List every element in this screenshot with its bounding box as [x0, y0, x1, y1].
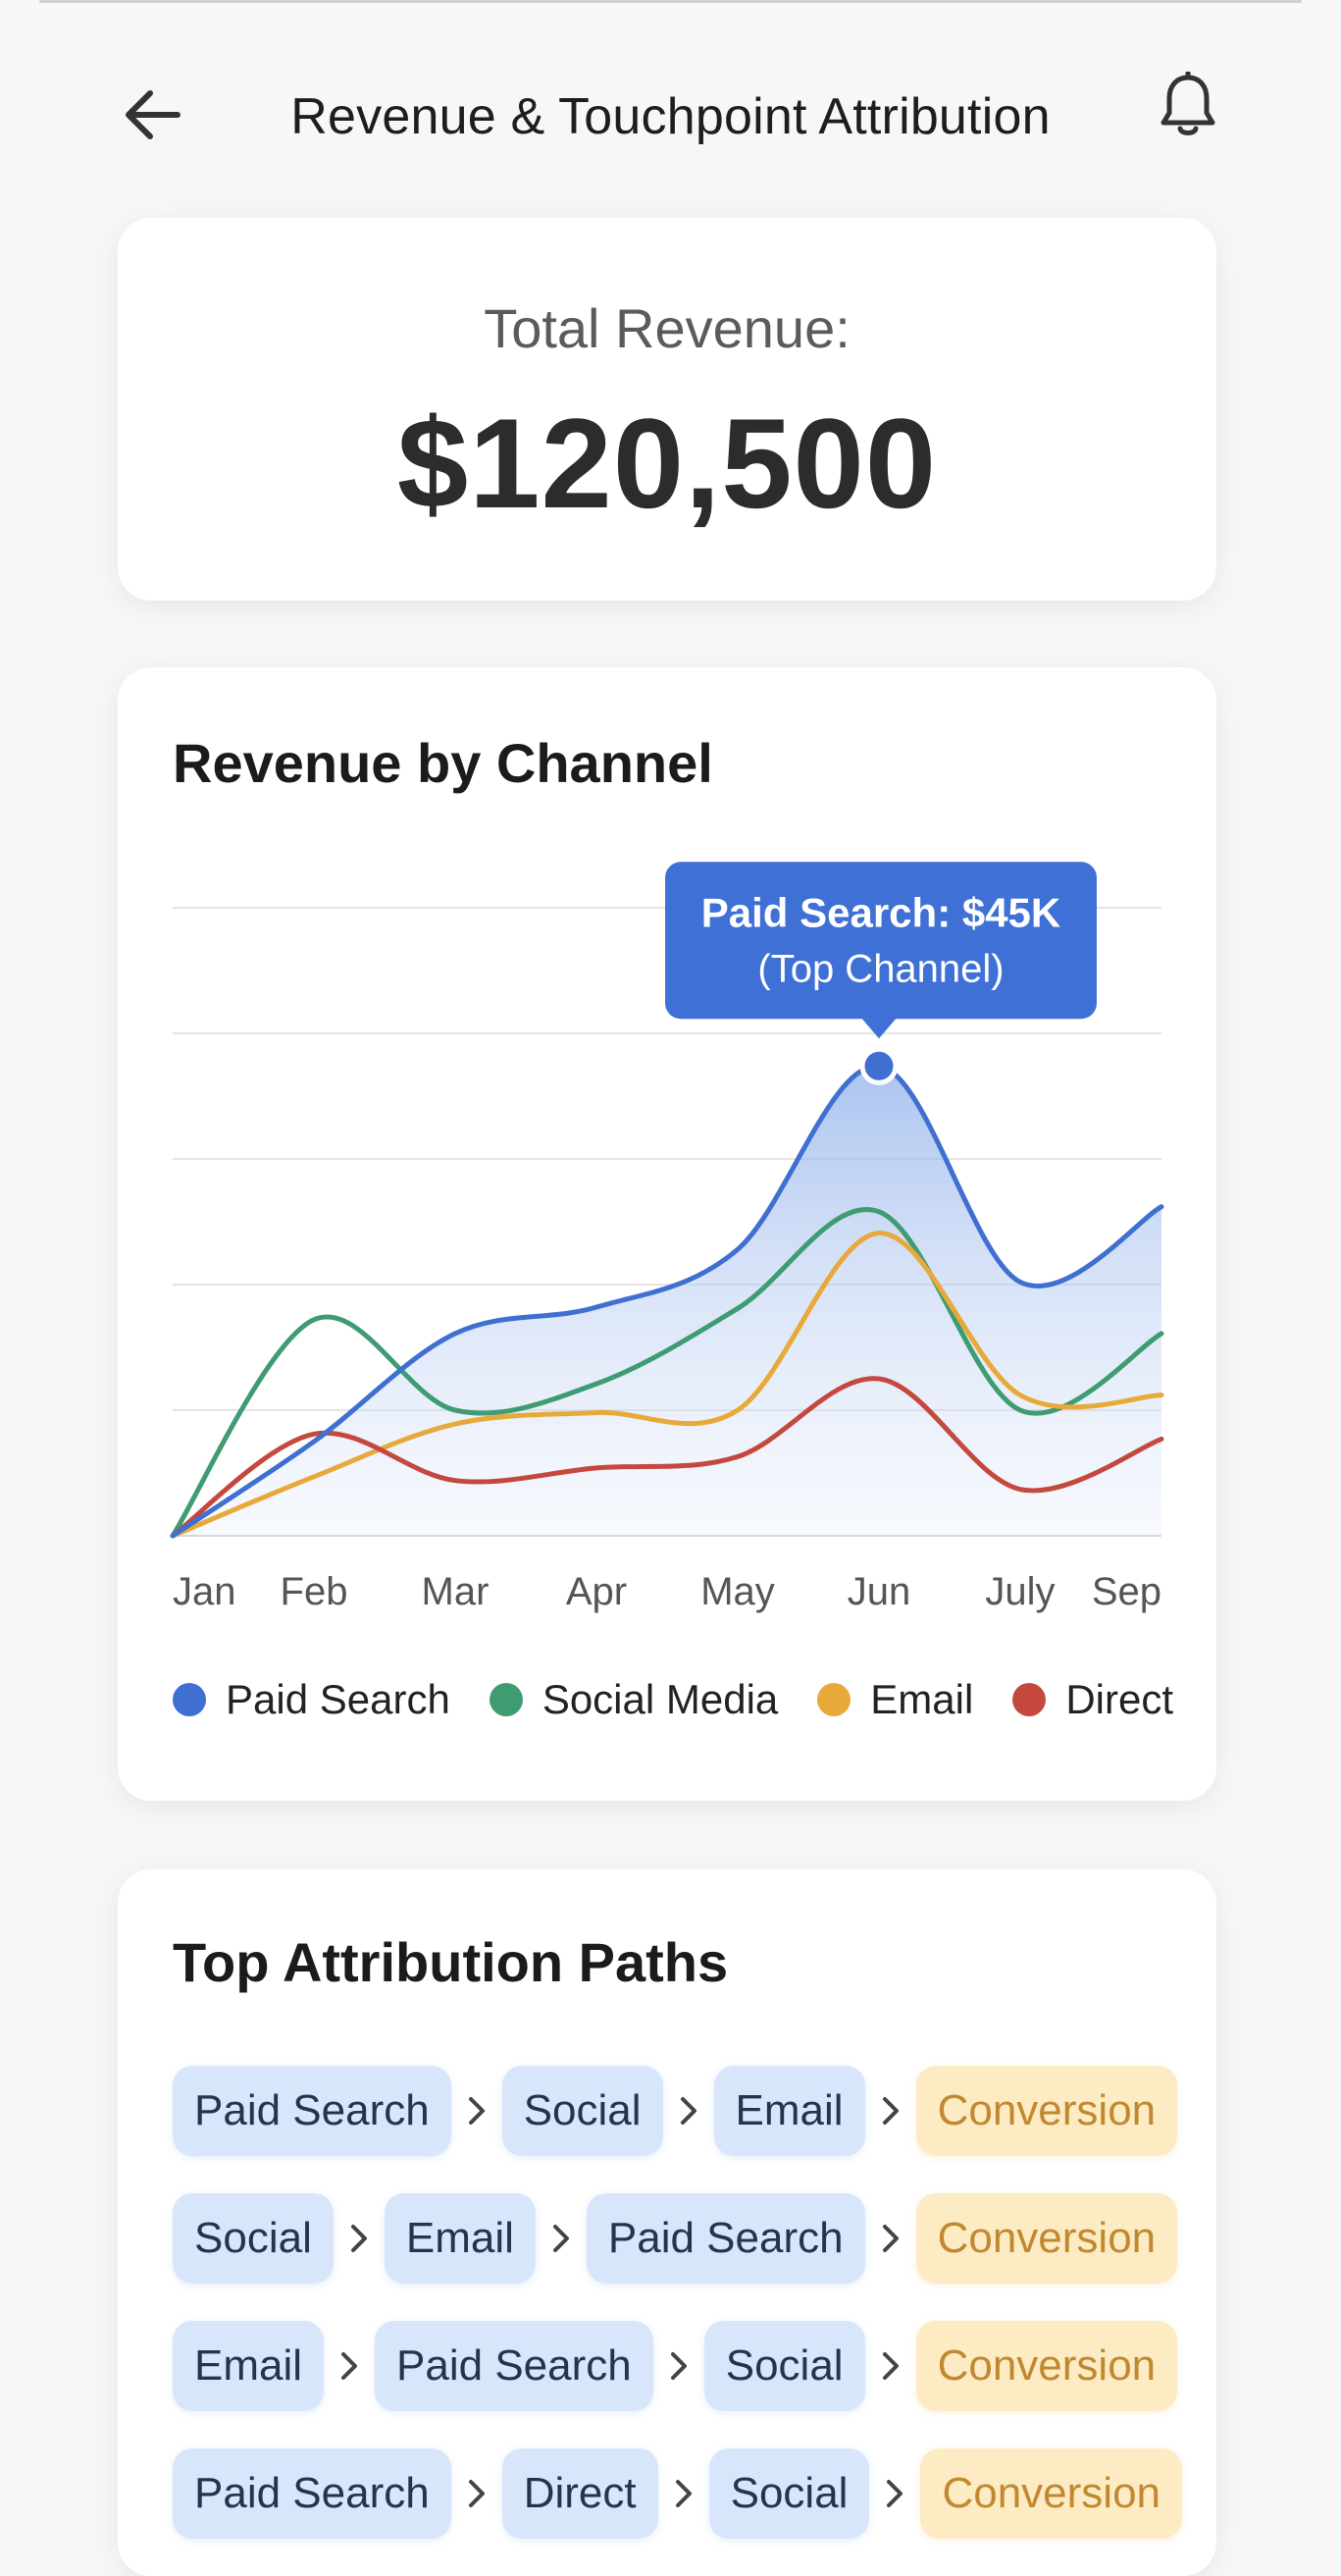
- touchpoint-chip[interactable]: Email: [173, 2321, 325, 2411]
- x-tick-label: Feb: [281, 1570, 348, 1613]
- conversion-chip[interactable]: Conversion: [920, 2448, 1183, 2539]
- chevron-right-icon: [865, 2349, 916, 2383]
- conversion-chip[interactable]: Conversion: [915, 2321, 1178, 2411]
- attribution-paths-card: Top Attribution Paths Paid Search Social E…: [118, 1869, 1216, 2576]
- touchpoint-chip[interactable]: Direct: [501, 2448, 658, 2539]
- total-revenue-value: $120,500: [396, 392, 938, 535]
- top-edge: [39, 0, 1302, 3]
- conversion-chip[interactable]: Conversion: [915, 2193, 1178, 2284]
- chevron-right-icon: [865, 2094, 916, 2128]
- legend-item: Paid Search: [173, 1676, 450, 1723]
- revenue-line-chart: Jan Feb Mar Apr May Jun July Sep Paid Search: $4…: [170, 862, 1164, 1613]
- chevron-right-icon: [451, 2477, 502, 2510]
- tooltip-line2: (Top Channel): [757, 947, 1004, 990]
- legend-item: Email: [817, 1676, 973, 1723]
- total-revenue-card: Total Revenue: $120,500: [118, 218, 1216, 601]
- attribution-path-row: Social Email Paid Search Conversion: [173, 2193, 1178, 2284]
- legend-item: Social Media: [489, 1676, 779, 1723]
- legend-label: Direct: [1065, 1676, 1173, 1722]
- chevron-right-icon: [324, 2349, 375, 2383]
- page-title: Revenue & Touchpoint Attribution: [290, 88, 1051, 145]
- chevron-right-icon: [451, 2094, 502, 2128]
- tooltip-box: [665, 862, 1097, 1020]
- tooltip-line1: Paid Search: $45K: [701, 889, 1061, 935]
- tooltip-marker: [859, 1046, 899, 1085]
- touchpoint-chip[interactable]: Social: [708, 2448, 870, 2539]
- legend-dot: [817, 1683, 851, 1716]
- chevron-right-icon: [865, 2222, 916, 2255]
- touchpoint-chip[interactable]: Social: [703, 2321, 865, 2411]
- back-button[interactable]: [116, 79, 188, 151]
- x-tick-label: Jun: [848, 1570, 911, 1613]
- touchpoint-chip[interactable]: Social: [501, 2066, 663, 2156]
- paths-title: Top Attribution Paths: [173, 1931, 729, 1993]
- series-line-paid-search: [170, 1063, 1164, 1539]
- series-line-email: [170, 1231, 1164, 1539]
- legend-label: Social Media: [542, 1676, 779, 1722]
- tooltip-pointer: [861, 1018, 897, 1039]
- x-tick-label: Sep: [1092, 1570, 1161, 1613]
- touchpoint-chip[interactable]: Email: [713, 2066, 865, 2156]
- legend-dot: [489, 1683, 523, 1716]
- chevron-right-icon: [334, 2222, 385, 2255]
- x-tick-label: Apr: [566, 1570, 627, 1613]
- chevron-right-icon: [536, 2222, 587, 2255]
- arrow-left-icon: [126, 90, 181, 139]
- attribution-path-row: Paid Search Direct Social Conversion: [173, 2448, 1183, 2539]
- chevron-right-icon: [658, 2477, 709, 2510]
- touchpoint-chip[interactable]: Social: [173, 2193, 334, 2284]
- legend-item: Direct: [1012, 1676, 1173, 1723]
- bell-icon: [1160, 72, 1215, 135]
- legend-dot: [173, 1683, 206, 1716]
- chart-legend: Paid Search Social Media Email Direct: [173, 1676, 1212, 1723]
- touchpoint-chip[interactable]: Paid Search: [173, 2448, 451, 2539]
- paid-search-area: [173, 1066, 1161, 1536]
- x-tick-label: Jan: [173, 1570, 236, 1613]
- total-revenue-label: Total Revenue:: [484, 297, 851, 359]
- revenue-by-channel-card: Revenue by Channel Jan Feb Mar Apr May Jun Jul…: [118, 667, 1216, 1801]
- x-tick-label: May: [700, 1570, 775, 1613]
- chevron-right-icon: [653, 2349, 704, 2383]
- touchpoint-chip[interactable]: Paid Search: [173, 2066, 451, 2156]
- chart-title: Revenue by Channel: [173, 732, 713, 794]
- conversion-chip[interactable]: Conversion: [915, 2066, 1178, 2156]
- legend-dot: [1012, 1683, 1047, 1716]
- touchpoint-chip[interactable]: Email: [384, 2193, 536, 2284]
- notifications-button[interactable]: [1152, 67, 1224, 145]
- app-header: Revenue & Touchpoint Attribution: [0, 39, 1341, 177]
- chevron-right-icon: [869, 2477, 920, 2510]
- legend-label: Email: [870, 1676, 974, 1722]
- chevron-right-icon: [663, 2094, 714, 2128]
- attribution-path-row: Email Paid Search Social Conversion: [173, 2321, 1178, 2411]
- legend-label: Paid Search: [226, 1676, 450, 1722]
- touchpoint-chip[interactable]: Paid Search: [586, 2193, 865, 2284]
- x-tick-label: Mar: [422, 1570, 490, 1613]
- touchpoint-chip[interactable]: Paid Search: [375, 2321, 653, 2411]
- x-tick-label: July: [985, 1570, 1055, 1613]
- series-line-social-media: [170, 1207, 1164, 1539]
- attribution-path-row: Paid Search Social Email Conversion: [173, 2066, 1178, 2156]
